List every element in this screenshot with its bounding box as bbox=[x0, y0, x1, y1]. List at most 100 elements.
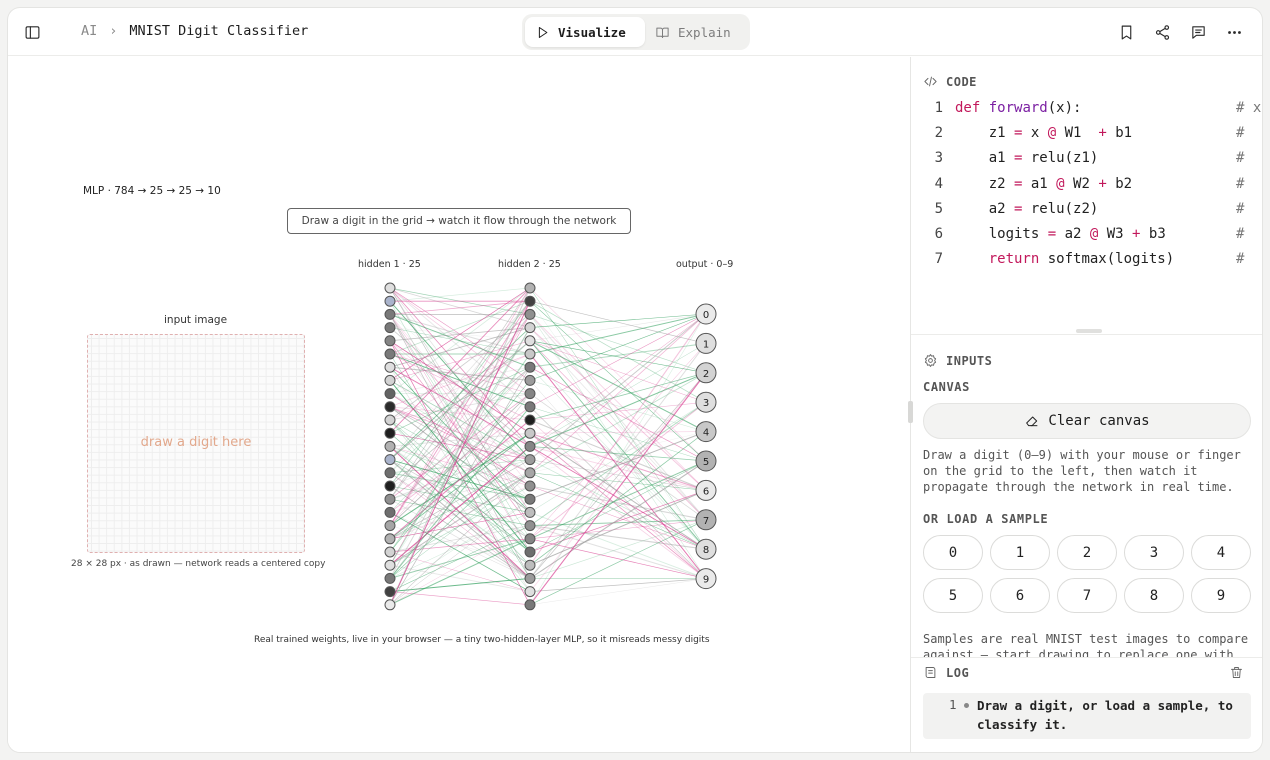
line-number: 3 bbox=[934, 150, 943, 167]
sample-button-7[interactable]: 7 bbox=[1057, 578, 1117, 613]
section-divider bbox=[911, 334, 1262, 335]
connection-edge bbox=[389, 472, 531, 579]
connection-edge bbox=[529, 538, 707, 579]
line-number: 7 bbox=[934, 251, 943, 268]
connection-edge bbox=[529, 445, 707, 462]
hidden2-neuron bbox=[524, 282, 536, 294]
sample-button-0[interactable]: 0 bbox=[923, 535, 983, 570]
architecture-label: MLP · 784 → 25 → 25 → 10 bbox=[83, 185, 221, 197]
hidden2-neuron bbox=[524, 401, 536, 413]
top-bar: AI › MNIST Digit Classifier Visualize Ex… bbox=[8, 8, 1262, 56]
connection-edge bbox=[389, 340, 531, 434]
trash-icon[interactable] bbox=[1229, 665, 1244, 684]
connection-edge bbox=[529, 313, 707, 355]
output-digit-label: 3 bbox=[703, 398, 709, 409]
clear-canvas-label: Clear canvas bbox=[1048, 413, 1150, 429]
connection-edge bbox=[389, 353, 531, 566]
connection-edge bbox=[389, 591, 531, 606]
connection-edge bbox=[529, 342, 707, 368]
connection-edge bbox=[529, 401, 707, 540]
code-line: 5 a2 = relu(z2) # bbox=[911, 196, 1262, 221]
output-neuron bbox=[695, 450, 717, 472]
code-line: 2 z1 = x @ W1 + b1 # bbox=[911, 120, 1262, 145]
code-text: def forward(x): bbox=[955, 99, 1082, 116]
connection-edge bbox=[529, 372, 707, 606]
output-neuron bbox=[695, 509, 717, 531]
hidden1-neuron bbox=[384, 282, 396, 294]
drawing-grid[interactable]: draw a digit here bbox=[87, 334, 305, 553]
code-comment: # bbox=[1236, 175, 1245, 192]
connection-edge bbox=[529, 313, 707, 408]
code-comment: # x bbox=[1236, 99, 1262, 116]
side-panel: CODE 1 def forward(x): # x 2 z1 = x @ W1 +… bbox=[911, 57, 1262, 752]
code-resize-handle[interactable] bbox=[1076, 329, 1102, 333]
connection-edge bbox=[529, 380, 707, 579]
comment-icon[interactable] bbox=[1184, 18, 1212, 46]
tab-visualize-label: Visualize bbox=[558, 24, 626, 40]
connection-edge bbox=[529, 353, 707, 550]
line-number: 6 bbox=[934, 226, 943, 243]
connection-edge bbox=[389, 353, 531, 408]
connection-edge bbox=[529, 485, 707, 521]
hidden2-neuron bbox=[524, 454, 536, 466]
connection-edge bbox=[389, 525, 531, 566]
log-heading: LOG bbox=[923, 665, 969, 680]
connection-edge bbox=[529, 578, 707, 592]
tab-explain[interactable]: Explain bbox=[645, 17, 741, 47]
tab-explain-label: Explain bbox=[678, 24, 731, 40]
hidden2-neuron bbox=[524, 586, 536, 598]
connection-edge bbox=[529, 313, 707, 460]
breadcrumb-root[interactable]: AI bbox=[81, 23, 98, 39]
grid-caption: 28 × 28 px · as drawn — network reads a … bbox=[71, 559, 326, 569]
connection-edge bbox=[389, 287, 531, 500]
connection-edge bbox=[389, 367, 531, 605]
eraser-icon bbox=[1026, 416, 1038, 427]
sample-button-8[interactable]: 8 bbox=[1124, 578, 1184, 613]
canvas-label: CANVAS bbox=[923, 380, 970, 394]
connection-edge bbox=[389, 300, 531, 526]
play-icon bbox=[538, 26, 548, 38]
connection-edge bbox=[529, 431, 707, 434]
hidden2-neuron bbox=[524, 308, 536, 320]
resize-handle[interactable] bbox=[908, 401, 913, 423]
hidden2-neuron bbox=[524, 322, 536, 334]
log-heading-label: LOG bbox=[946, 665, 970, 680]
sidebar-toggle-icon[interactable] bbox=[18, 18, 46, 46]
connection-edge bbox=[389, 300, 531, 460]
sample-button-6[interactable]: 6 bbox=[990, 578, 1050, 613]
sample-button-3[interactable]: 3 bbox=[1124, 535, 1184, 570]
connection-edge bbox=[529, 313, 707, 381]
sample-button-4[interactable]: 4 bbox=[1191, 535, 1251, 570]
connection-edge bbox=[389, 314, 531, 421]
code-text: z1 = x @ W1 + b1 bbox=[955, 124, 1133, 141]
code-line: 4 z2 = a1 @ W2 + b2 # bbox=[911, 171, 1262, 196]
connection-edge bbox=[389, 327, 531, 368]
share-icon[interactable] bbox=[1148, 18, 1176, 46]
sample-button-1[interactable]: 1 bbox=[990, 535, 1050, 570]
bookmark-icon[interactable] bbox=[1112, 18, 1140, 46]
log-panel: LOG 1 Draw a digit, or load a sample, to… bbox=[911, 657, 1262, 752]
connection-edge bbox=[389, 314, 531, 566]
sample-button-5[interactable]: 5 bbox=[923, 578, 983, 613]
gear-icon bbox=[924, 354, 937, 367]
connection-edge bbox=[529, 287, 707, 550]
connection-edge bbox=[389, 498, 531, 592]
more-icon[interactable] bbox=[1220, 18, 1248, 46]
connection-edge bbox=[529, 372, 707, 447]
sample-button-2[interactable]: 2 bbox=[1057, 535, 1117, 570]
clear-canvas-button[interactable]: Clear canvas bbox=[923, 403, 1251, 439]
log-entry-number: 1 bbox=[949, 697, 957, 712]
code-text: return softmax(logits) bbox=[988, 251, 1175, 268]
section-divider bbox=[911, 657, 1262, 658]
hidden1-neuron bbox=[384, 308, 396, 320]
hidden1-neuron bbox=[384, 520, 396, 532]
hidden2-neuron bbox=[524, 374, 536, 386]
code-comment: # bbox=[1236, 251, 1245, 268]
connection-edge bbox=[389, 366, 531, 447]
connection-edge bbox=[389, 300, 531, 355]
hidden2-label: hidden 2 · 25 bbox=[498, 259, 561, 270]
hidden2-neuron bbox=[524, 414, 536, 426]
sample-button-9[interactable]: 9 bbox=[1191, 578, 1251, 613]
tab-visualize[interactable]: Visualize bbox=[525, 17, 645, 47]
connection-edge bbox=[389, 314, 531, 500]
